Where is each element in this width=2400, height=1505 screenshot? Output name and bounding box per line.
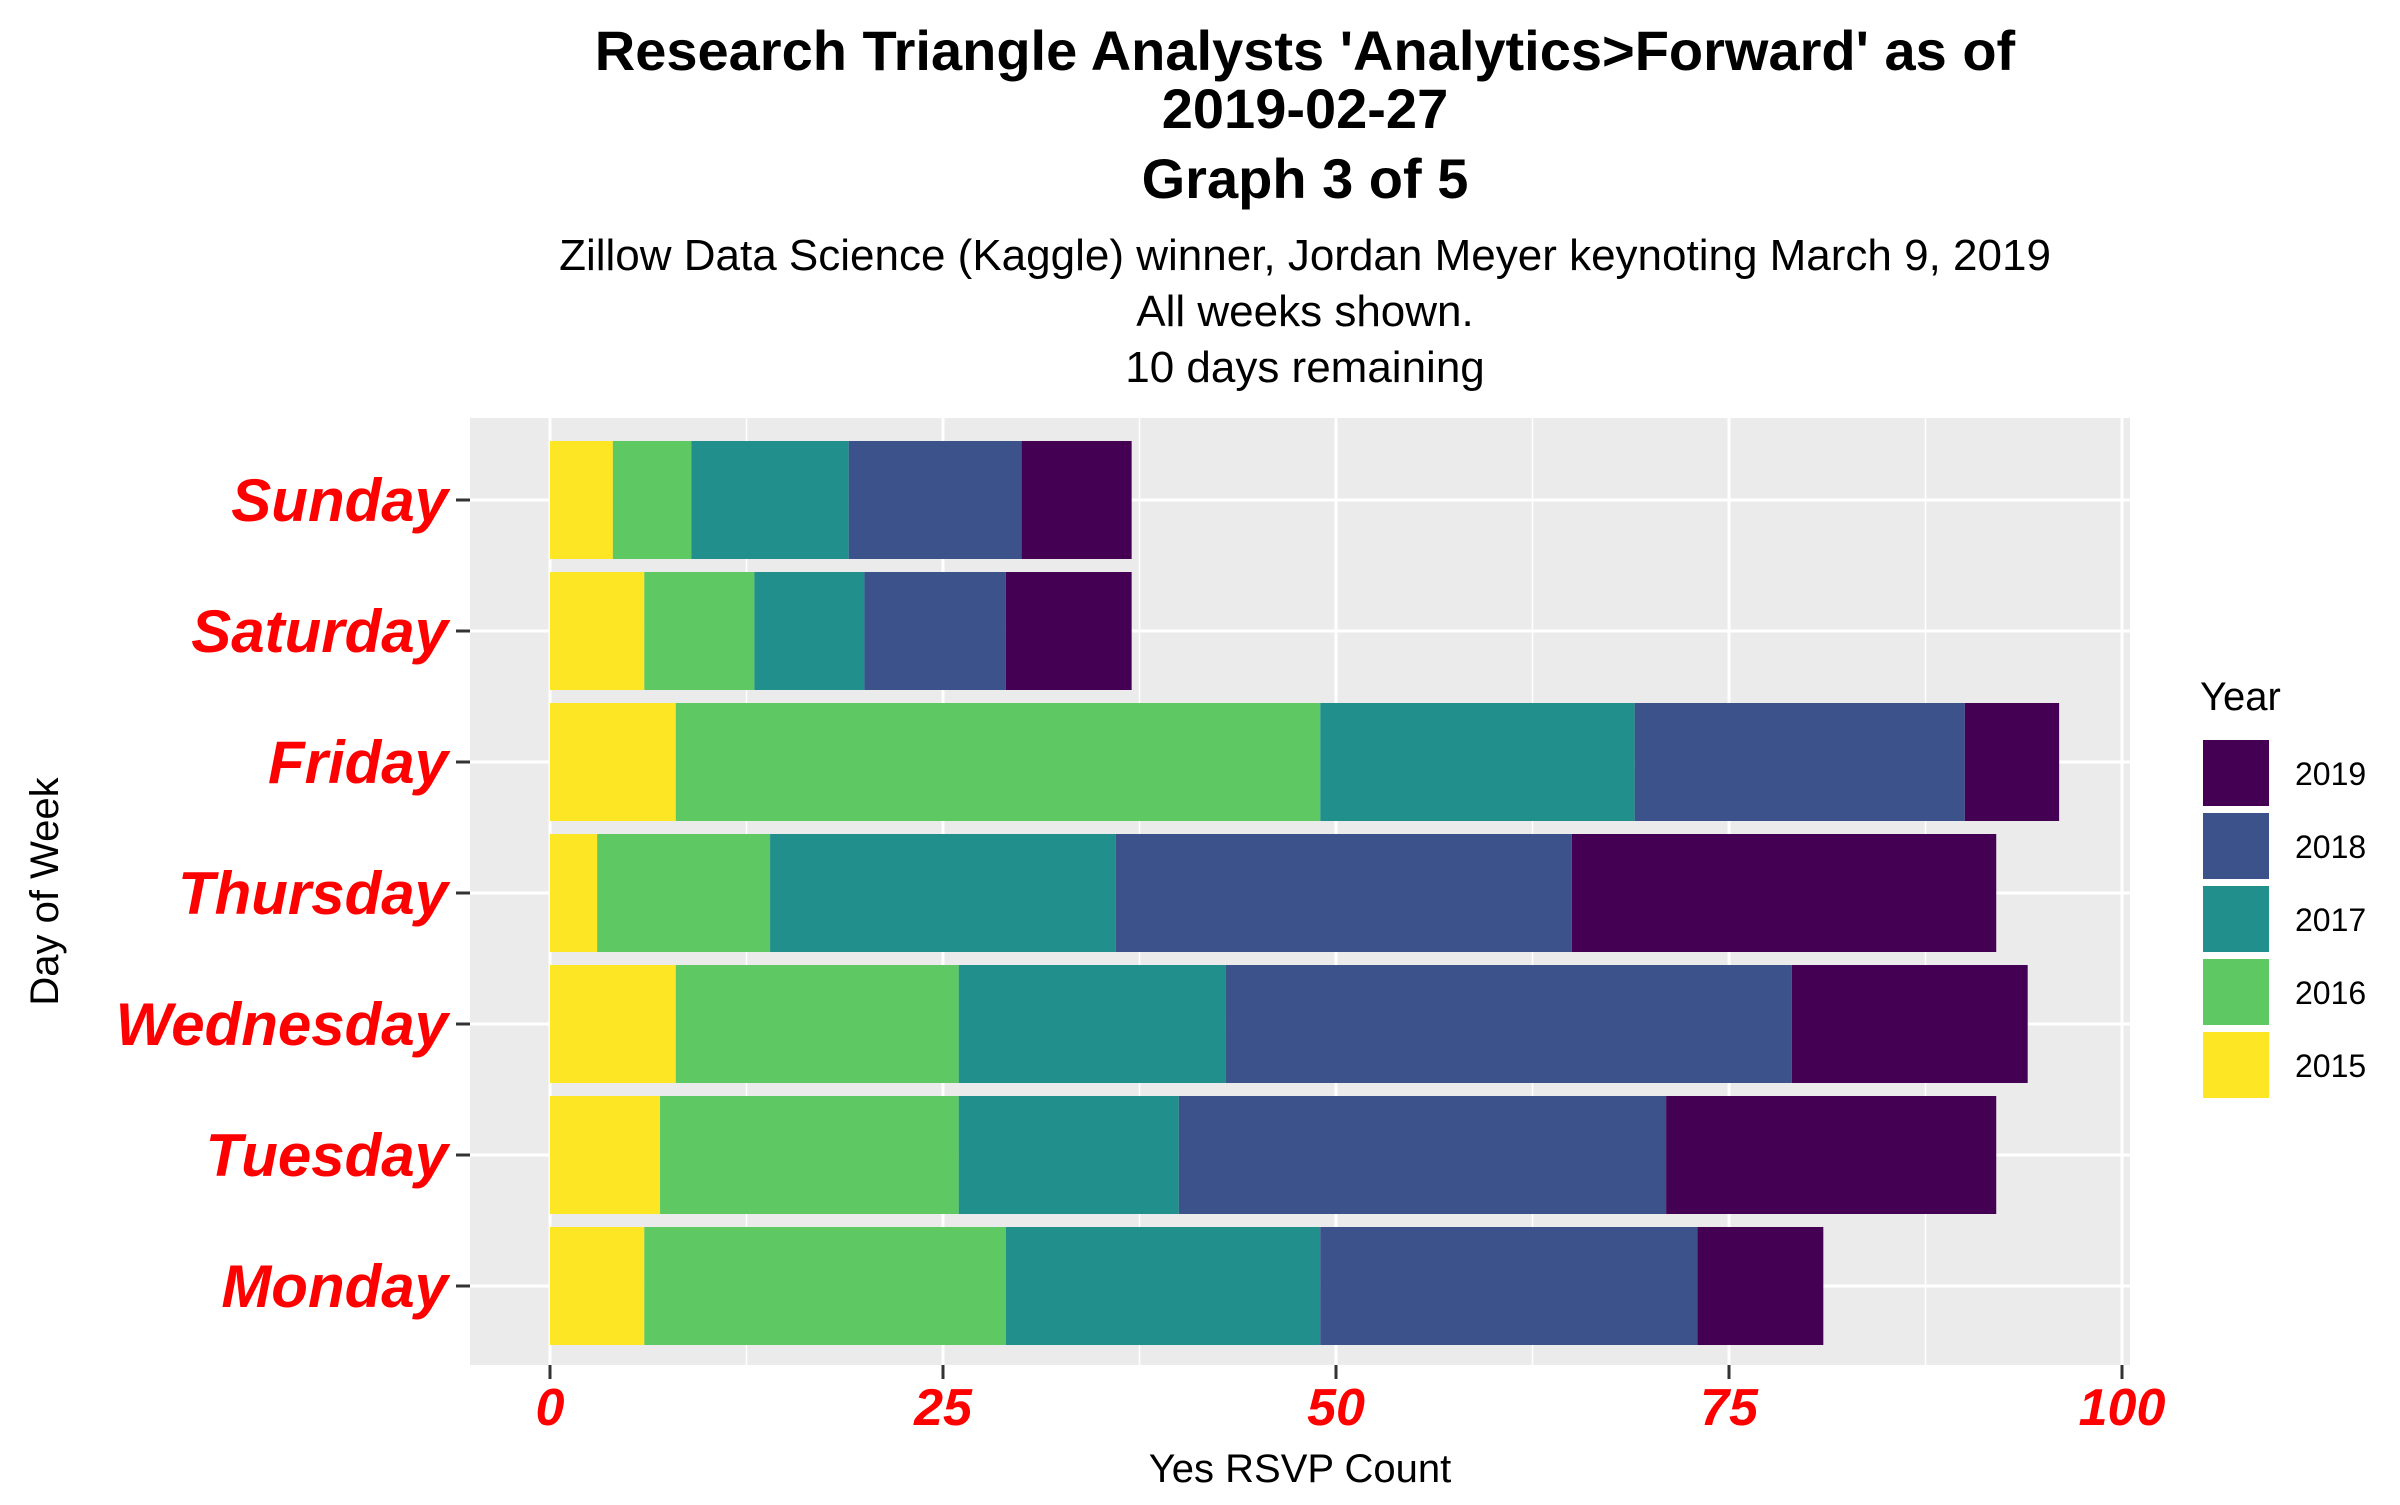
bar-segment	[550, 572, 645, 690]
bar-segment	[1791, 965, 2028, 1083]
bar-segment	[550, 1227, 645, 1345]
bar-segment	[1005, 572, 1132, 690]
bar-segment	[660, 1096, 959, 1214]
y-tick-label: Thursday	[178, 860, 451, 927]
bar-segment	[550, 703, 676, 821]
legend: Year 2019 2018 2017 2016 2015	[2200, 675, 2366, 1098]
bar-segment	[864, 572, 1006, 690]
bar-segment	[848, 441, 1022, 559]
bar-segment	[1320, 1227, 1698, 1345]
bar-segment	[754, 572, 865, 690]
bar-segment	[675, 965, 959, 1083]
legend-title: Year	[2200, 675, 2281, 719]
y-axis-title: Day of Week	[23, 776, 67, 1005]
legend-swatch	[2203, 1032, 2269, 1098]
bar-segment	[770, 834, 1116, 952]
bar-segment	[1225, 965, 1792, 1083]
y-tick-label: Friday	[268, 729, 451, 796]
chart-title-line: Research Triangle Analysts 'Analytics>Fo…	[595, 19, 2016, 82]
bar-segment	[1634, 703, 1965, 821]
bar-segment	[550, 834, 598, 952]
bar-segment	[1697, 1227, 1824, 1345]
y-tick-label: Saturday	[191, 598, 450, 665]
bar-segment	[1178, 1096, 1667, 1214]
x-axis-title: Yes RSVP Count	[1149, 1447, 1451, 1491]
x-axis: 0 25 50 75 100 Yes RSVP Count	[536, 1365, 2166, 1491]
bar-segment	[550, 965, 676, 1083]
y-tick-label: Monday	[221, 1253, 450, 1320]
bar-segment	[1005, 1227, 1321, 1345]
bar-segment	[691, 441, 849, 559]
legend-label: 2019	[2295, 756, 2366, 792]
bar-segment	[1320, 703, 1635, 821]
bar-segment	[597, 834, 771, 952]
bar-segment	[644, 572, 755, 690]
legend-swatch	[2203, 740, 2269, 806]
bar-segment	[958, 1096, 1179, 1214]
legend-label: 2017	[2295, 902, 2366, 938]
legend-swatch	[2203, 959, 2269, 1025]
bar-segment	[550, 441, 613, 559]
legend-label: 2016	[2295, 975, 2366, 1011]
x-tick-label: 25	[913, 1379, 973, 1437]
y-tick-label: Wednesday	[116, 991, 451, 1058]
chart-title-line: 2019-02-27	[1162, 77, 1448, 140]
legend-label: 2015	[2295, 1048, 2366, 1084]
bar-segment	[1666, 1096, 1997, 1214]
legend-swatch	[2203, 813, 2269, 879]
bar-segment	[644, 1227, 1006, 1345]
x-tick-label: 50	[1307, 1379, 1365, 1437]
legend-label: 2018	[2295, 829, 2366, 865]
bar-segment	[1964, 703, 2060, 821]
chart-subtitle-line: Zillow Data Science (Kaggle) winner, Jor…	[559, 231, 2051, 280]
chart-titles: Research Triangle Analysts 'Analytics>Fo…	[559, 19, 2051, 392]
y-tick-label: Sunday	[231, 467, 450, 534]
y-axis: Monday Tuesday Wednesday Thursday Friday Satu…	[23, 467, 470, 1320]
legend-swatch	[2203, 886, 2269, 952]
bar-segment	[1021, 441, 1132, 559]
x-tick-label: 100	[2079, 1379, 2166, 1437]
bar-segment	[550, 1096, 661, 1214]
bars	[550, 441, 2060, 1345]
bar-segment	[675, 703, 1321, 821]
bar-segment	[958, 965, 1226, 1083]
bar-segment	[1115, 834, 1572, 952]
chart-subtitle-line: 10 days remaining	[1125, 343, 1485, 392]
chart-title-line: Graph 3 of 5	[1142, 147, 1469, 210]
bar-segment	[1571, 834, 1997, 952]
bar-segment	[612, 441, 692, 559]
chart-subtitle-line: All weeks shown.	[1136, 287, 1473, 336]
x-tick-label: 0	[536, 1379, 565, 1437]
x-tick-label: 75	[1700, 1379, 1759, 1437]
y-tick-label: Tuesday	[206, 1122, 451, 1189]
